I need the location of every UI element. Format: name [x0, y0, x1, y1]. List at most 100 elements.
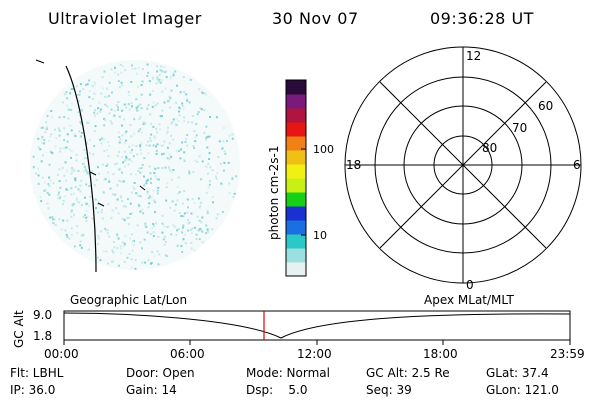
speckle — [126, 256, 129, 259]
speckle — [56, 173, 59, 176]
speckle — [174, 124, 177, 127]
speckle — [70, 88, 73, 91]
speckle — [114, 163, 117, 166]
speckle — [152, 235, 155, 237]
speckle — [172, 118, 175, 121]
speckle — [62, 101, 64, 104]
speckle — [75, 85, 78, 88]
speckle — [200, 90, 203, 93]
speckle — [156, 143, 159, 146]
speckle — [98, 101, 101, 104]
speckle — [136, 109, 139, 112]
speckle — [37, 146, 40, 149]
speckle — [178, 106, 181, 109]
speckle — [165, 76, 168, 79]
speckle — [88, 204, 90, 207]
speckle — [39, 196, 42, 198]
speckle — [108, 81, 111, 84]
speckle — [126, 198, 129, 201]
speckle — [178, 191, 181, 193]
speckle — [158, 78, 161, 81]
speckle — [193, 146, 196, 149]
speckle — [114, 66, 116, 69]
orbit-left-title: Geographic Lat/Lon — [70, 293, 187, 307]
speckle — [82, 216, 85, 219]
speckle — [200, 201, 203, 204]
speckle — [109, 187, 112, 190]
speckle — [149, 139, 152, 142]
speckle — [85, 202, 88, 205]
speckle — [128, 216, 130, 219]
speckle — [228, 191, 231, 194]
speckle — [164, 87, 167, 90]
speckle — [168, 168, 171, 170]
speckle — [158, 253, 161, 256]
speckle — [123, 150, 126, 153]
speckle — [120, 197, 123, 199]
mlt-label-12: 12 — [466, 49, 481, 63]
speckle — [137, 66, 140, 69]
speckle — [74, 186, 77, 188]
speckle — [198, 155, 201, 158]
speckle — [203, 92, 206, 95]
speckle — [186, 211, 189, 214]
speckle — [116, 233, 119, 236]
speckle — [215, 177, 218, 180]
speckle — [161, 222, 164, 225]
speckle — [48, 163, 51, 166]
speckle — [131, 68, 134, 71]
speckle — [203, 109, 206, 112]
speckle — [69, 124, 72, 127]
speckle — [157, 263, 160, 266]
speckle — [69, 92, 72, 95]
speckle — [146, 106, 149, 109]
speckle — [72, 170, 75, 173]
speckle — [99, 259, 102, 262]
speckle — [161, 214, 164, 217]
speckle — [164, 166, 167, 169]
speckle — [164, 235, 167, 238]
speckle — [228, 182, 231, 185]
speckle — [117, 131, 120, 134]
speckle — [176, 186, 179, 189]
speckle — [139, 116, 142, 119]
speckle — [80, 131, 83, 134]
speckle — [187, 222, 190, 225]
speckle — [156, 250, 159, 253]
speckle — [82, 162, 85, 165]
speckle — [117, 80, 120, 83]
speckle — [140, 152, 143, 155]
speckle — [155, 145, 157, 148]
speckle — [150, 122, 153, 125]
speckle — [171, 200, 174, 203]
speckle — [65, 233, 68, 236]
speckle — [106, 232, 109, 235]
speckle — [67, 117, 70, 120]
speckle — [91, 84, 94, 87]
speckle — [72, 203, 75, 205]
speckle — [127, 103, 130, 106]
speckle — [133, 244, 136, 247]
speckle — [66, 220, 69, 223]
speckle — [47, 207, 50, 210]
speckle — [165, 132, 168, 135]
speckle — [50, 133, 53, 136]
speckle — [150, 196, 153, 199]
speckle — [66, 188, 69, 191]
speckle — [130, 173, 133, 176]
speckle — [163, 101, 166, 104]
speckle — [188, 170, 191, 173]
speckle — [177, 192, 180, 195]
speckle — [116, 247, 119, 250]
status-seq: Seq: 39 — [366, 383, 412, 397]
speckle — [44, 127, 47, 130]
speckle — [65, 179, 68, 182]
speckle — [37, 182, 40, 185]
speckle — [137, 130, 140, 133]
speckle — [124, 234, 127, 237]
speckle — [130, 258, 133, 261]
colorbar-tick-label: 10 — [313, 229, 327, 242]
speckle — [194, 140, 197, 143]
speckle — [102, 163, 105, 166]
speckle — [216, 213, 219, 216]
